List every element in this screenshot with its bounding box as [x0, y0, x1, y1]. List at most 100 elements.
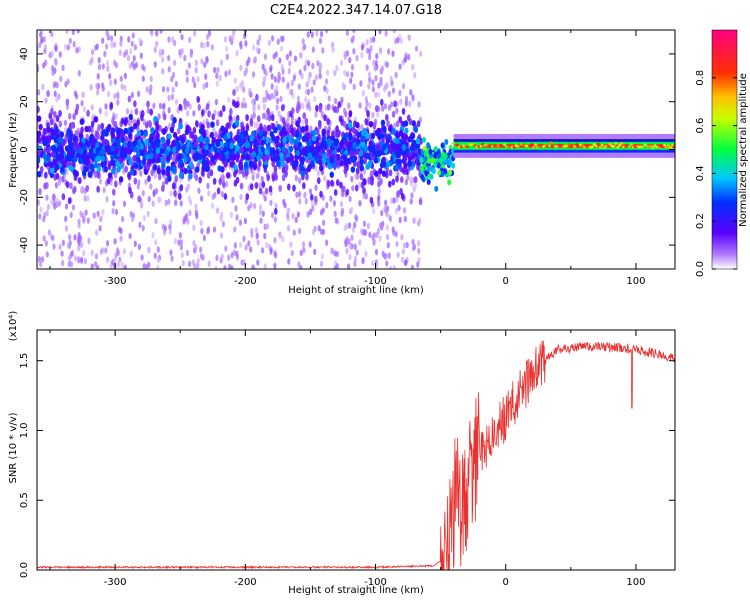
spectrogram-cell: [336, 154, 341, 161]
spectrogram-cell: [391, 50, 395, 57]
spectrogram-cell: [76, 30, 80, 34]
spectrogram-cell: [412, 217, 416, 224]
spectrogram-cell: [147, 246, 151, 254]
spectrogram-cell: [311, 62, 315, 70]
spectrogram-cell: [157, 113, 161, 120]
spectrogram-cell: [384, 30, 388, 37]
spectrogram-cell: [239, 146, 245, 154]
spectrogram-cell: [235, 85, 239, 93]
spectrogram-cell: [59, 75, 63, 83]
spectrogram-cell: [348, 110, 353, 118]
spectrogram-x-label: Height of straight line (km): [288, 285, 424, 296]
spectrogram-cell: [301, 241, 306, 248]
spectrogram-cell: [239, 64, 243, 72]
spectrogram-cell: [152, 147, 157, 155]
spectrogram-cell: [388, 214, 392, 221]
spectrogram-cell: [326, 118, 330, 126]
spectrogram-cell: [96, 89, 100, 96]
spectrogram-cell: [241, 153, 246, 160]
spectrogram-cell: [161, 56, 165, 63]
spectrogram-cell: [417, 101, 421, 108]
spectrogram-cell: [39, 260, 43, 268]
spectrogram-cell: [297, 177, 302, 184]
spectrogram-cell: [397, 204, 401, 212]
spectrogram-cell: [120, 136, 125, 144]
spectrogram-cell: [206, 171, 211, 179]
spectrogram-cell: [64, 43, 68, 51]
spectrogram-cell: [215, 254, 219, 262]
spectrogram-cell: [110, 35, 114, 42]
spectrogram-cell: [206, 182, 210, 190]
spectrogram-cell: [365, 132, 370, 140]
spectrogram-cell: [230, 265, 234, 269]
spectrogram-cell: [89, 135, 94, 143]
spectrogram-cell: [360, 228, 364, 235]
spectrogram-cell: [269, 248, 273, 255]
spectrogram-cell: [382, 126, 387, 134]
spectrogram-cell: [98, 178, 103, 185]
spectrogram-cell: [321, 228, 326, 236]
spectrogram-cell: [256, 115, 261, 123]
spectrogram-cell: [143, 130, 148, 137]
spectrogram-cell: [178, 49, 182, 56]
spectrogram-cell: [333, 138, 339, 145]
spectrogram-cell: [371, 111, 375, 119]
spectrogram-cell: [395, 158, 400, 166]
spectrogram-cell: [329, 156, 334, 164]
spectrogram-cell: [253, 139, 258, 146]
spectrogram-cell: [63, 126, 68, 134]
spectrogram-cell: [364, 250, 368, 258]
spectrogram-cell: [409, 198, 413, 205]
spectrogram-cell: [178, 122, 183, 130]
spectrogram-cell: [77, 218, 81, 225]
spectrogram-cell: [110, 41, 114, 49]
spectrogram-cell: [119, 35, 123, 42]
spectrogram-cell: [303, 191, 307, 199]
spectrogram-cell: [166, 138, 171, 145]
spectrogram-cell: [372, 36, 376, 43]
spectrogram-cell: [225, 53, 229, 60]
spectrogram-cell: [373, 157, 379, 164]
spectrogram-cell: [321, 153, 327, 160]
spectrogram-cell: [172, 155, 176, 163]
spectrogram-cell: [256, 164, 261, 172]
spectrogram-cell: [58, 120, 63, 128]
spectrogram-cell: [309, 125, 313, 132]
spectrogram-cell: [381, 105, 385, 112]
spectrogram-cell: [253, 202, 257, 210]
spectrogram-cell: [64, 215, 68, 223]
spectrogram-cell: [385, 210, 389, 218]
spectrogram-cell: [108, 73, 112, 80]
spectrogram-cell: [103, 50, 107, 58]
spectrogram-cell: [325, 202, 329, 209]
spectrogram-cell: [98, 107, 102, 115]
spectrogram-cell: [360, 52, 364, 59]
spectrogram-cell: [219, 59, 224, 66]
spectrogram-cell: [109, 79, 113, 86]
spectrogram-cell: [46, 90, 50, 98]
spectrogram-cell: [139, 170, 143, 177]
spectrogram-cell: [262, 103, 266, 111]
spectrogram-cell: [113, 238, 117, 245]
spectrogram-cell: [234, 144, 240, 151]
spectrogram-cell: [100, 161, 106, 168]
spectrogram-cell: [391, 87, 396, 94]
spectrogram-cell: [191, 76, 195, 83]
spectrogram-cell: [401, 107, 406, 115]
spectrogram-cell: [43, 182, 47, 190]
spectrogram-cell: [130, 91, 134, 99]
spectrogram-cell: [99, 216, 103, 223]
spectrogram-cell: [96, 133, 101, 141]
spectrogram-cell: [130, 215, 135, 223]
spectrogram-cell: [264, 95, 268, 103]
spectrogram-cell: [171, 86, 175, 93]
spectrogram-cell: [202, 234, 206, 242]
spectrogram-cell: [77, 232, 81, 239]
spectrogram-cell: [349, 77, 353, 85]
spectrogram-cell: [87, 171, 93, 178]
spectrogram-cell: [199, 246, 203, 253]
spectrogram-cell: [79, 118, 85, 125]
spectrogram-cell: [293, 139, 299, 146]
spectrogram-cell: [368, 140, 374, 147]
spectrogram-cell: [304, 125, 309, 132]
